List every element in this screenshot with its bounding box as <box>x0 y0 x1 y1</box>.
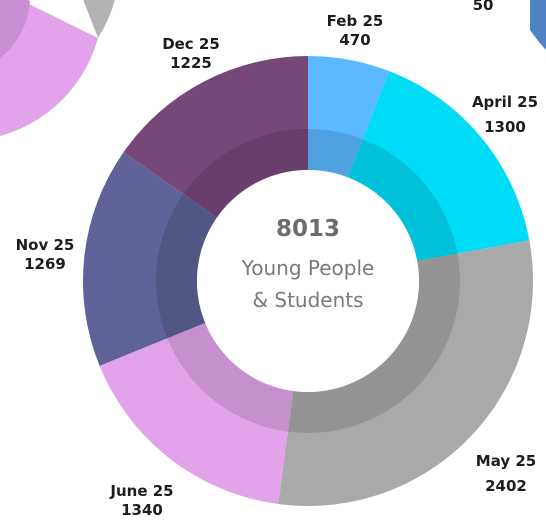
data-label-april25: April 25 1300 <box>472 93 538 137</box>
data-label-april25-value: 1300 <box>484 118 526 136</box>
data-label-dec25: Dec 25 1225 <box>162 35 220 73</box>
data-label-nov25-value: 1269 <box>24 255 66 273</box>
data-label-april25-name: April 25 <box>471 93 539 111</box>
background-donut-left-pink-arc <box>0 0 98 137</box>
donut-segment-april-25 <box>348 71 530 261</box>
background-donut-left <box>0 0 115 137</box>
data-label-partial-top-right: 50 <box>472 0 494 14</box>
data-label-feb25: Feb 25 470 <box>327 12 384 50</box>
data-label-june25: June 25 1340 <box>110 482 173 520</box>
background-donut-right-arc <box>530 0 546 50</box>
data-label-may25-value: 2402 <box>485 477 527 495</box>
donut-segment-dec-25 <box>123 56 308 218</box>
data-label-nov25: Nov 25 1269 <box>16 236 75 274</box>
data-label-dec25-value: 1225 <box>170 54 212 72</box>
donut-hole <box>197 170 419 392</box>
data-label-june25-name: June 25 <box>110 482 174 500</box>
data-label-may25-name: May 25 <box>475 452 537 470</box>
data-label-may25: May 25 2402 <box>476 452 536 496</box>
donut-segments <box>82 56 533 506</box>
center-total: 8013 <box>275 216 341 242</box>
data-label-feb25-name: Feb 25 <box>326 12 384 30</box>
data-label-feb25-value: 470 <box>339 31 371 49</box>
background-donut-left-purple-inner <box>0 0 30 59</box>
background-donut-left-gray-arc <box>83 0 115 38</box>
donut-segment-feb-25 <box>308 56 390 178</box>
center-label-line2: & Students <box>252 288 364 312</box>
donut-segment-nov-25 <box>82 152 217 366</box>
data-label-june25-value: 1340 <box>121 501 163 519</box>
data-label-nov25-name: Nov 25 <box>15 236 75 254</box>
donut-segment-june-25 <box>99 322 294 505</box>
center-label-line1: Young People <box>241 256 375 280</box>
data-label-dec25-name: Dec 25 <box>162 35 220 53</box>
donut-segment-may-25 <box>278 240 533 506</box>
